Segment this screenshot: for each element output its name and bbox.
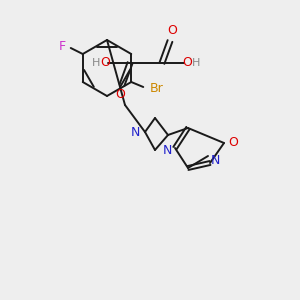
Text: N: N <box>162 143 172 157</box>
Text: F: F <box>59 40 66 52</box>
Text: O: O <box>167 25 177 38</box>
Text: O: O <box>115 88 125 101</box>
Text: N: N <box>210 154 220 166</box>
Text: H: H <box>92 58 100 68</box>
Text: Br: Br <box>149 82 163 95</box>
Text: O: O <box>100 56 110 70</box>
Text: O: O <box>182 56 192 70</box>
Text: N: N <box>130 125 140 139</box>
Text: H: H <box>192 58 200 68</box>
Text: O: O <box>228 136 238 149</box>
